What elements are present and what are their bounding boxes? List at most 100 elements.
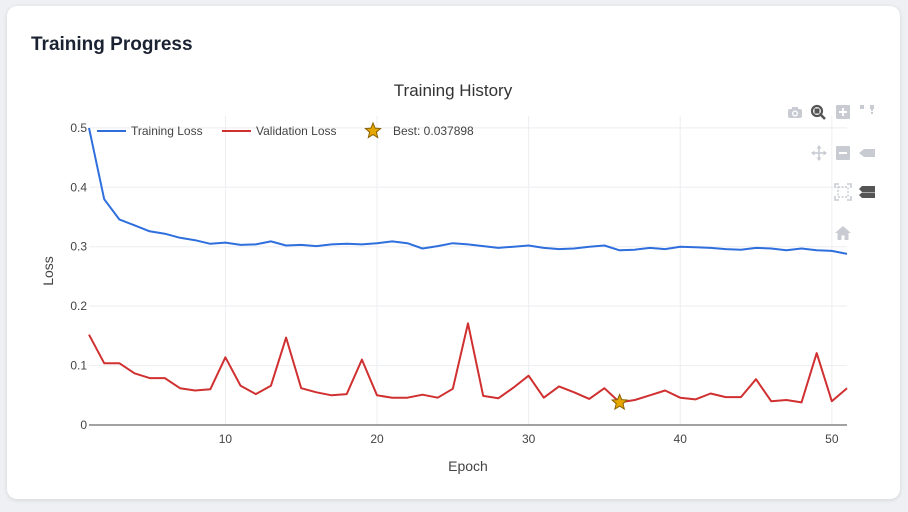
data-point-training[interactable]: [465, 241, 471, 247]
data-point-training[interactable]: [238, 242, 244, 248]
pan-icon[interactable]: [810, 144, 828, 162]
data-point-validation[interactable]: [374, 392, 380, 398]
series-line-validation-loss[interactable]: [88, 322, 848, 404]
data-point-validation[interactable]: [510, 385, 516, 391]
data-point-validation[interactable]: [768, 398, 774, 404]
data-point-training[interactable]: [480, 243, 486, 249]
data-point-training[interactable]: [510, 244, 516, 250]
data-point-validation[interactable]: [814, 350, 820, 356]
data-point-validation[interactable]: [435, 395, 441, 401]
data-point-validation[interactable]: [844, 385, 850, 391]
data-point-training[interactable]: [253, 241, 259, 247]
data-point-training[interactable]: [207, 241, 213, 247]
data-point-validation[interactable]: [662, 388, 668, 394]
data-point-validation[interactable]: [480, 393, 486, 399]
hover-closest-icon[interactable]: [858, 144, 876, 162]
data-point-validation[interactable]: [829, 398, 835, 404]
reset-axes-icon[interactable]: [834, 224, 852, 242]
data-point-training[interactable]: [359, 241, 365, 247]
data-point-training[interactable]: [147, 228, 153, 234]
data-point-training[interactable]: [131, 222, 137, 228]
data-point-training[interactable]: [723, 246, 729, 252]
data-point-validation[interactable]: [359, 357, 365, 363]
data-point-training[interactable]: [192, 237, 198, 243]
data-point-training[interactable]: [283, 243, 289, 249]
data-point-training[interactable]: [374, 240, 380, 246]
data-point-training[interactable]: [753, 245, 759, 251]
data-point-training[interactable]: [389, 238, 395, 244]
legend-best-star-icon[interactable]: [364, 121, 382, 139]
data-point-training[interactable]: [329, 241, 335, 247]
data-point-training[interactable]: [420, 246, 426, 252]
data-point-training[interactable]: [617, 247, 623, 253]
data-point-validation[interactable]: [192, 388, 198, 394]
data-point-validation[interactable]: [116, 360, 122, 366]
data-point-validation[interactable]: [177, 385, 183, 391]
data-point-training[interactable]: [738, 247, 744, 253]
data-point-validation[interactable]: [222, 354, 228, 360]
data-point-training[interactable]: [313, 243, 319, 249]
data-point-training[interactable]: [632, 247, 638, 253]
data-point-validation[interactable]: [647, 392, 653, 398]
data-point-training[interactable]: [708, 245, 714, 251]
data-point-validation[interactable]: [632, 397, 638, 403]
data-point-training[interactable]: [844, 251, 850, 257]
data-point-validation[interactable]: [268, 383, 274, 389]
data-point-validation[interactable]: [465, 320, 471, 326]
data-point-validation[interactable]: [238, 383, 244, 389]
data-point-validation[interactable]: [207, 386, 213, 392]
data-point-validation[interactable]: [162, 375, 168, 381]
data-point-training[interactable]: [556, 246, 562, 252]
data-point-validation[interactable]: [147, 375, 153, 381]
data-point-validation[interactable]: [556, 383, 562, 389]
data-point-validation[interactable]: [738, 394, 744, 400]
series-line-training-loss[interactable]: [88, 127, 848, 255]
data-point-validation[interactable]: [101, 360, 107, 366]
data-point-training[interactable]: [268, 238, 274, 244]
data-point-validation[interactable]: [389, 395, 395, 401]
zoom-out-icon[interactable]: [834, 144, 852, 162]
data-point-validation[interactable]: [708, 391, 714, 397]
data-point-training[interactable]: [86, 125, 92, 131]
data-point-validation[interactable]: [86, 332, 92, 338]
data-point-validation[interactable]: [753, 376, 759, 382]
best-loss-star-marker[interactable]: [610, 393, 629, 411]
data-point-training[interactable]: [298, 242, 304, 248]
data-point-training[interactable]: [647, 245, 653, 251]
data-point-training[interactable]: [677, 244, 683, 250]
data-point-validation[interactable]: [344, 391, 350, 397]
data-point-training[interactable]: [222, 240, 228, 246]
data-point-validation[interactable]: [526, 373, 532, 379]
autoscale-icon[interactable]: [834, 183, 852, 201]
data-point-training[interactable]: [450, 240, 456, 246]
data-point-training[interactable]: [662, 246, 668, 252]
data-point-training[interactable]: [692, 244, 698, 250]
data-point-training[interactable]: [177, 235, 183, 241]
data-point-validation[interactable]: [495, 395, 501, 401]
legend-training-loss-label[interactable]: Training Loss: [131, 124, 203, 138]
data-point-validation[interactable]: [601, 385, 607, 391]
zoom-icon[interactable]: [809, 103, 827, 121]
data-point-validation[interactable]: [404, 395, 410, 401]
autoscale-select-icon[interactable]: [858, 103, 876, 121]
data-point-training[interactable]: [116, 216, 122, 222]
data-point-validation[interactable]: [783, 397, 789, 403]
data-point-validation[interactable]: [329, 392, 335, 398]
data-point-validation[interactable]: [692, 396, 698, 402]
data-point-training[interactable]: [162, 231, 168, 237]
data-point-validation[interactable]: [313, 389, 319, 395]
legend-best-label[interactable]: Best: 0.037898: [393, 124, 474, 138]
data-point-validation[interactable]: [131, 370, 137, 376]
data-point-validation[interactable]: [283, 335, 289, 341]
data-point-validation[interactable]: [677, 395, 683, 401]
hover-compare-icon[interactable]: [858, 183, 876, 201]
data-point-training[interactable]: [768, 246, 774, 252]
zoom-in-icon[interactable]: [834, 103, 852, 121]
data-point-training[interactable]: [495, 245, 501, 251]
data-point-validation[interactable]: [723, 394, 729, 400]
legend-validation-loss-label[interactable]: Validation Loss: [256, 124, 337, 138]
data-point-training[interactable]: [435, 243, 441, 249]
data-point-training[interactable]: [571, 246, 577, 252]
data-point-training[interactable]: [541, 245, 547, 251]
